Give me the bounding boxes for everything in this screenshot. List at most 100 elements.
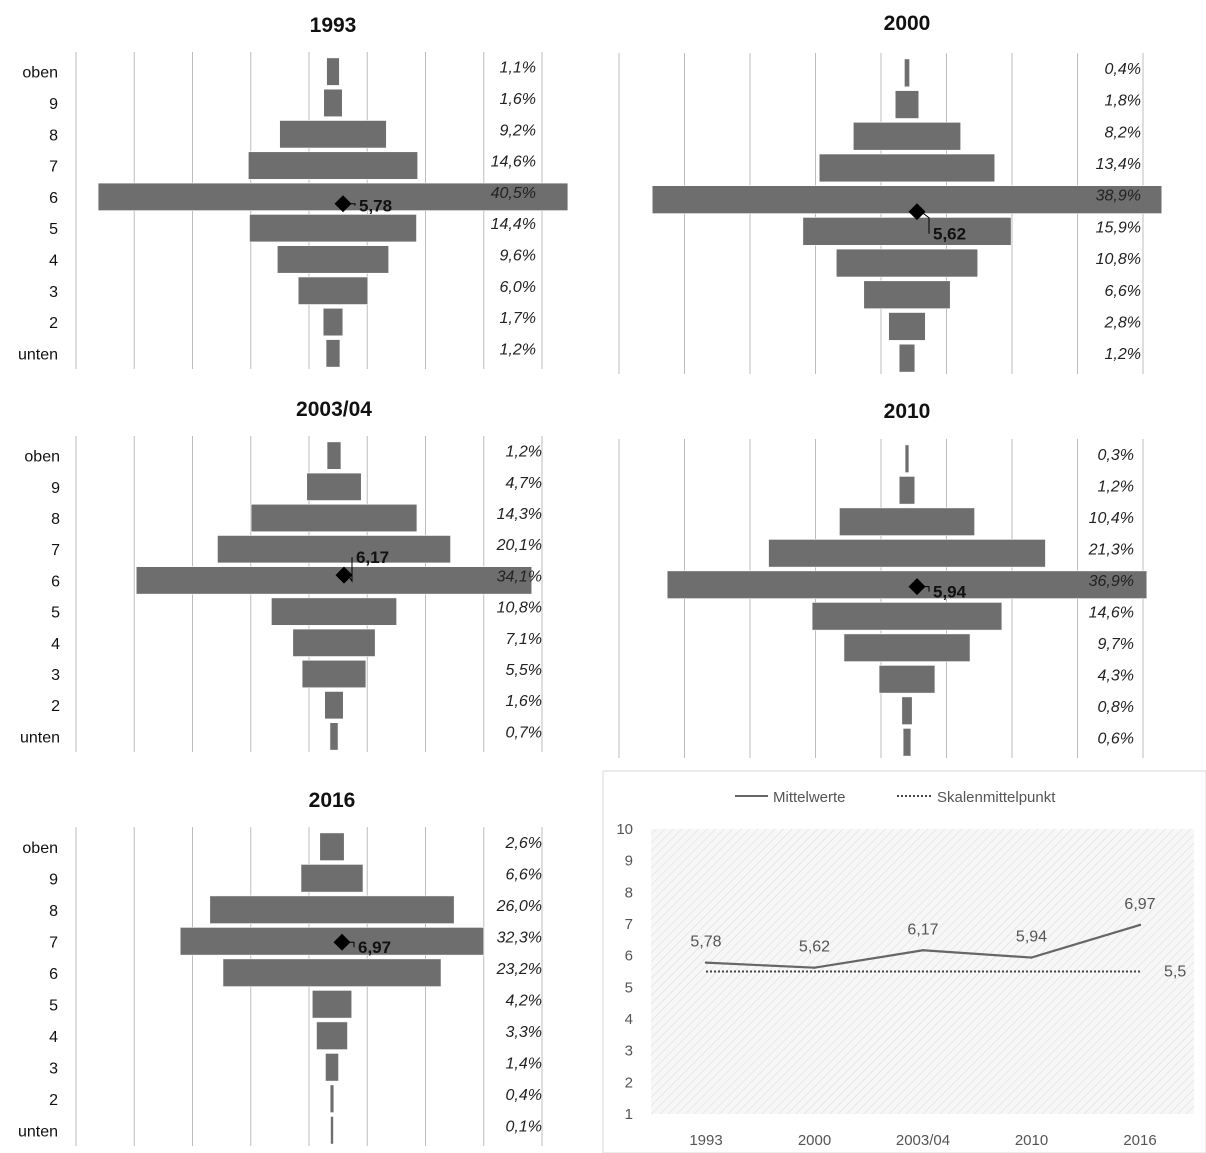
percent-label: 1,2% [1098, 478, 1134, 495]
mean-label: 6,17 [356, 548, 389, 567]
percent-label: 4,3% [1098, 667, 1134, 684]
bar [306, 472, 362, 501]
percent-label: 2,6% [505, 835, 542, 852]
data-point [1030, 956, 1033, 959]
data-point [704, 961, 708, 964]
bar [209, 895, 455, 924]
percent-label: 1,2% [500, 341, 536, 358]
chart-title: 1993 [310, 14, 357, 37]
bar [666, 570, 1148, 599]
percent-label: 1,2% [506, 444, 542, 461]
category-label: 2 [49, 315, 58, 332]
data-point [813, 966, 816, 969]
bar [904, 444, 910, 473]
bar [277, 245, 389, 274]
category-label: unten [18, 346, 58, 363]
chart-title: 2003/04 [296, 398, 372, 421]
mean-label: 6,97 [358, 938, 391, 957]
bar [904, 58, 910, 88]
bar [301, 659, 367, 689]
x-tick-label: 2010 [1015, 1132, 1048, 1149]
percent-label: 0,6% [1098, 730, 1134, 747]
legend-label-skalenmittelpunkt: Skalenmittelpunkt [937, 789, 1056, 806]
percent-label: 10,8% [497, 600, 542, 617]
percent-label: 0,7% [506, 724, 542, 741]
percent-label: 13,4% [1096, 156, 1141, 173]
y-tick-label: 5 [625, 979, 633, 996]
bar [901, 696, 913, 725]
mean-label: 5,62 [933, 225, 966, 244]
data-label: 5,78 [690, 934, 721, 951]
legend-label-mittelwerte: Mittelwerte [773, 789, 846, 806]
bar [651, 185, 1163, 214]
y-tick-label: 9 [625, 853, 633, 870]
chart-title: 2016 [309, 789, 356, 812]
pyramid-panel-2: 2003/04 oben 1,2% 9 4,7% 8 14,3% 7 20,1% 6 34,1% 5 1… [20, 398, 543, 752]
mean-marker [334, 195, 352, 213]
percent-label: 15,9% [1096, 219, 1141, 236]
bar [311, 990, 353, 1019]
bar [249, 214, 417, 243]
percent-label: 4,7% [506, 475, 542, 492]
category-label: 6 [49, 190, 58, 207]
y-tick-label: 2 [625, 1074, 633, 1091]
y-tick-label: 7 [625, 916, 633, 933]
mean-callout-line [347, 203, 356, 206]
percent-label: 1,7% [500, 310, 536, 327]
y-tick-label: 8 [625, 884, 633, 901]
percent-label: 1,8% [1105, 93, 1141, 110]
bar [217, 535, 451, 564]
percent-label: 21,3% [1088, 541, 1134, 558]
bar [898, 476, 916, 505]
percent-label: 14,6% [1089, 604, 1134, 621]
category-label: oben [22, 65, 58, 82]
pyramid-panel-3: 2010 0,3% 1,2% 10,4% 21,3% 36,9% 14,6% 9,7% 4,3%… [618, 400, 1148, 758]
bar [902, 728, 912, 757]
percent-label: 9,2% [500, 122, 536, 139]
bar [818, 153, 996, 183]
data-label: 6,17 [907, 921, 938, 938]
bar [839, 507, 975, 536]
bar [888, 312, 926, 341]
data-label: 5,62 [799, 939, 830, 956]
percent-label: 40,5% [491, 185, 536, 202]
percent-label: 1,2% [1105, 346, 1141, 363]
mean-marker [333, 933, 351, 951]
bar [329, 722, 339, 751]
percent-label: 5,5% [506, 662, 542, 679]
percent-label: 38,9% [1096, 188, 1141, 205]
category-label: 5 [49, 997, 58, 1014]
mean-label: 5,94 [933, 583, 967, 602]
bar [97, 182, 569, 211]
percent-label: 3,3% [506, 1024, 542, 1041]
data-label: 5,94 [1016, 929, 1047, 946]
percent-label: 2,8% [1104, 314, 1141, 331]
category-label: 5 [51, 605, 60, 622]
percent-label: 26,0% [496, 898, 542, 915]
category-label: 9 [49, 96, 58, 113]
pyramid-panel-0: 1993 oben 1,1% 9 1,6% 8 9,2% 7 14,6% 6 40,5% 5 14,4%… [18, 14, 569, 369]
category-label: oben [22, 840, 58, 857]
bar [319, 832, 345, 861]
bar [811, 602, 1003, 631]
category-label: 8 [49, 903, 58, 920]
bar [222, 958, 442, 987]
bar [768, 539, 1046, 568]
percent-label: 6,6% [1105, 283, 1141, 300]
percent-label: 4,2% [506, 992, 542, 1009]
bar [326, 57, 340, 86]
bar [894, 90, 920, 119]
mean-marker [335, 566, 353, 584]
bar [802, 217, 1012, 246]
line-chart: 1 2 3 4 5 6 7 8 9 10 1993 2000 2003/04 2010 2016 Mittel… [602, 770, 1206, 1153]
category-label: 6 [49, 966, 58, 983]
percent-label: 8,2% [1105, 124, 1141, 141]
y-tick-label: 10 [616, 821, 633, 838]
bar [323, 88, 343, 118]
bar [325, 1053, 339, 1082]
bar [322, 307, 344, 337]
category-label: oben [24, 449, 60, 466]
category-label: 9 [49, 871, 58, 888]
mean-callout-line [920, 211, 930, 234]
x-tick-label: 2003/04 [896, 1132, 950, 1149]
